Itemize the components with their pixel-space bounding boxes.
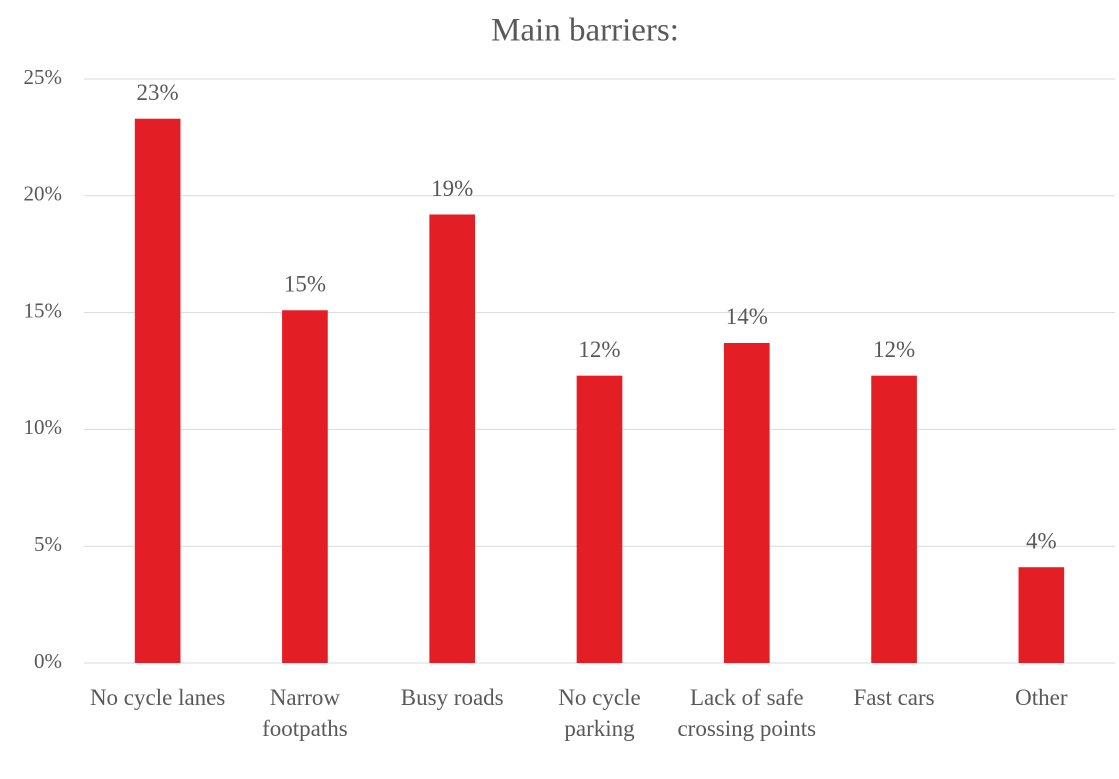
bar xyxy=(576,375,623,663)
bar xyxy=(1018,567,1065,663)
y-tick-label: 5% xyxy=(34,532,62,556)
x-tick-label: No cycle parking xyxy=(558,685,641,741)
x-tick-label: Other xyxy=(1015,685,1068,710)
data-label: 19% xyxy=(431,176,473,201)
x-tick-label: Narrow footpaths xyxy=(262,685,348,741)
x-tick-label: Busy roads xyxy=(400,685,504,710)
data-label: 14% xyxy=(726,304,768,329)
bar xyxy=(429,214,476,663)
data-label: 15% xyxy=(284,272,326,297)
data-label: 12% xyxy=(873,337,915,362)
bar xyxy=(871,375,917,663)
bar xyxy=(723,342,770,663)
y-tick-label: 0% xyxy=(34,649,62,673)
data-label: 4% xyxy=(1026,529,1057,554)
x-tick-label: Lack of safe crossing points xyxy=(677,685,817,741)
y-tick-label: 15% xyxy=(24,298,63,322)
chart-title: Main barriers: xyxy=(491,13,679,49)
x-tick-label: No cycle lanes xyxy=(89,685,226,710)
bar xyxy=(282,310,328,663)
data-label: 23% xyxy=(137,80,179,105)
bar xyxy=(134,118,181,664)
y-tick-label: 10% xyxy=(24,415,63,439)
y-tick-label: 20% xyxy=(24,182,63,206)
y-tick-label: 25% xyxy=(24,65,63,89)
data-label: 12% xyxy=(578,337,620,362)
x-tick-label: Fast cars xyxy=(853,685,935,710)
